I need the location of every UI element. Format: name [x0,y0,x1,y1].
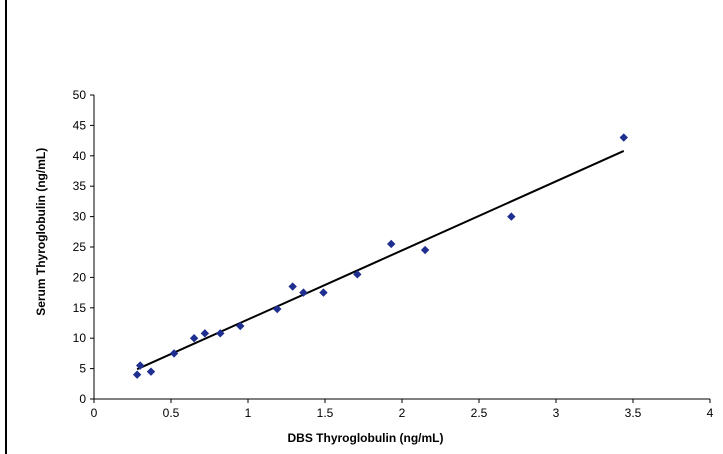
trendline [136,150,625,371]
y-axis-ticks: 0 5 10 15 20 25 30 35 40 45 50 [73,88,94,406]
x-axis-ticks: 0 0.5 1 1.5 2 2.5 3 3.5 4 [91,399,714,420]
y-axis-title: Serum Thyroglobulin (ng/mL) [34,148,48,316]
data-point [319,288,328,297]
data-point [353,270,362,279]
y-tick-label: 25 [73,240,87,254]
y-tick-label: 15 [73,301,87,315]
data-point [216,329,225,338]
x-tick-label: 4 [707,406,714,420]
data-point [619,133,628,142]
x-tick-label: 0.5 [163,406,180,420]
x-axis-title: DBS Thyroglobulin (ng/mL) [288,431,444,445]
x-tick-label: 3.5 [625,406,642,420]
y-tick-label: 45 [73,118,87,132]
y-tick-label: 50 [73,88,87,102]
data-point [200,329,210,338]
data-point [169,349,179,358]
y-tick-label: 40 [73,149,87,163]
y-tick-label: 5 [79,362,86,376]
y-tick-label: 10 [73,331,87,345]
y-tick-label: 0 [79,392,86,406]
y-tick-label: 35 [73,179,87,193]
x-tick-label: 3 [553,406,560,420]
x-tick-label: 0 [91,406,98,420]
data-point [146,367,156,376]
data-point [236,321,245,331]
x-tick-label: 1 [245,406,252,420]
x-tick-label: 2.5 [471,406,488,420]
data-point [132,370,142,379]
data-point [387,239,396,249]
data-point [299,288,308,297]
left-border-rule [5,0,7,454]
data-point [420,245,430,255]
data-point [273,304,282,314]
data-point [136,361,145,370]
x-tick-label: 2 [399,406,406,420]
data-points [132,133,628,379]
x-tick-label: 1.5 [317,406,334,420]
data-point [288,282,297,291]
y-tick-label: 20 [73,270,87,284]
y-tick-label: 30 [73,210,87,224]
data-point [507,212,516,221]
data-point [189,334,199,343]
